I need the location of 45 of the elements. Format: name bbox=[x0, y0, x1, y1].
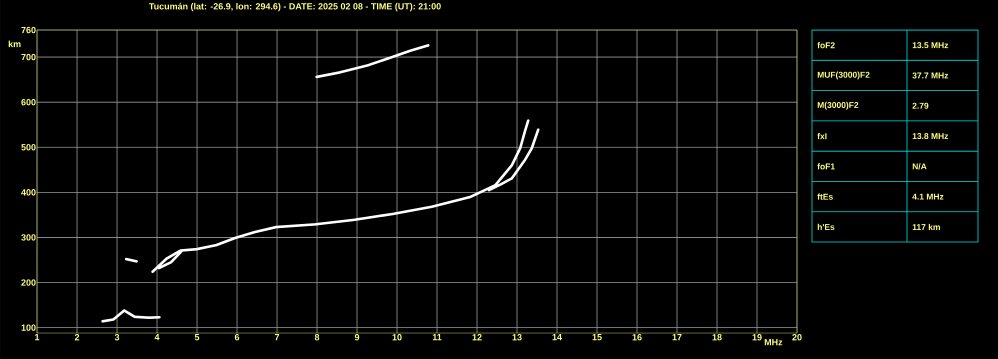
text: 37.7 MHz bbox=[912, 72, 948, 78]
text: 4.1 MHz bbox=[912, 194, 944, 200]
text: M(3000)F2 bbox=[818, 102, 858, 110]
text: 117 km bbox=[912, 224, 940, 230]
x-tick-label: 12 bbox=[472, 334, 482, 340]
y-tick-label: 500 bbox=[21, 144, 36, 150]
x-tick-label: 18 bbox=[712, 334, 722, 340]
text: 13.8 MHz bbox=[912, 133, 948, 140]
text: h'Es bbox=[818, 224, 834, 230]
x-axis-title: MHz bbox=[764, 339, 782, 346]
x-tick-label: 15 bbox=[592, 334, 602, 340]
text: 13.5 MHz bbox=[912, 42, 948, 48]
x-tick-label: 1 bbox=[35, 334, 40, 340]
y-axis-title: km bbox=[8, 40, 21, 48]
x-tick-label: 16 bbox=[632, 334, 642, 340]
y-tick-label: 760 bbox=[21, 26, 36, 34]
y-tick-label: 100 bbox=[22, 324, 36, 331]
text: N/A bbox=[912, 163, 927, 170]
x-tick-label: 6 bbox=[234, 334, 240, 340]
x-tick-label: 10 bbox=[392, 334, 402, 340]
x-tick-label: 13 bbox=[512, 334, 522, 340]
y-tick-label: 700 bbox=[21, 54, 36, 60]
y-tick-label: 300 bbox=[21, 234, 36, 241]
y-tick-label: 600 bbox=[21, 98, 36, 106]
x-tick-label: 9 bbox=[354, 334, 360, 340]
y-tick-label: 200 bbox=[21, 279, 36, 286]
x-tick-label: 11 bbox=[432, 334, 442, 340]
text: ftEs bbox=[817, 193, 833, 200]
x-tick-label: 7 bbox=[274, 334, 280, 340]
x-tick-label: 14 bbox=[552, 334, 562, 340]
x-tick-label: 2 bbox=[74, 334, 80, 340]
text: MUF(3000)F2 bbox=[818, 72, 870, 80]
x-tick-label: 19 bbox=[752, 334, 762, 340]
x-tick-label: 20 bbox=[792, 334, 802, 340]
text: foF1 bbox=[817, 163, 835, 170]
x-tick-label: 3 bbox=[114, 334, 120, 340]
text: 2.79 bbox=[912, 102, 928, 109]
text: fxI bbox=[817, 132, 827, 140]
x-tick-label: 8 bbox=[314, 334, 320, 340]
chart-title: Tucumán (lat: -26.9, lon: 294.6) - DATE: 2025 02 08 - TIME (UT): 21:00 bbox=[148, 2, 441, 12]
x-tick-label: 5 bbox=[194, 334, 200, 340]
text: foF2 bbox=[817, 42, 835, 48]
x-tick-label: 4 bbox=[154, 334, 160, 340]
y-tick-label: 400 bbox=[21, 189, 36, 196]
x-tick-label: 17 bbox=[672, 334, 682, 340]
